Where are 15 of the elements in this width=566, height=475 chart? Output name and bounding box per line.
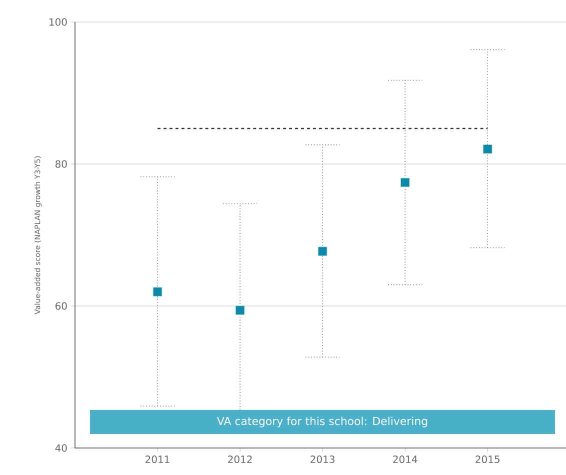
point [400, 178, 410, 188]
point [318, 246, 328, 256]
x-tick-label: 2011 [146, 455, 170, 464]
y-tick-label: 60 [56, 302, 67, 310]
point [152, 287, 162, 296]
y-tick-label: 40 [55, 444, 67, 452]
annotation: VA category for this school: Delivering [217, 416, 428, 428]
x-tick-label: 2012 [228, 455, 252, 464]
y-tick-label: 80 [55, 160, 67, 168]
point [483, 144, 492, 154]
x-tick-label: 2014 [393, 455, 418, 464]
point [235, 306, 245, 315]
x-tick-label: 2013 [310, 455, 334, 464]
y-tick-label: 100 [50, 18, 67, 26]
x-tick-label: 2015 [476, 455, 500, 464]
